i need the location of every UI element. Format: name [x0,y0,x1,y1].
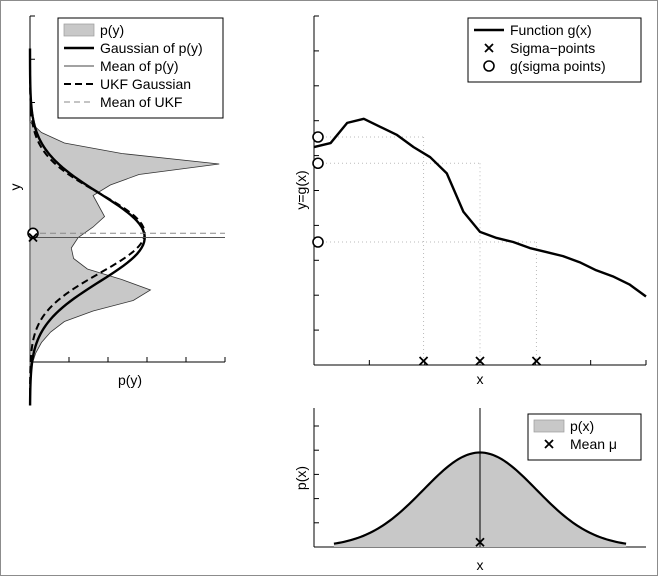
legend-label: Mean of UKF [100,94,182,110]
legend-swatch [63,23,95,37]
px-ylabel: p(x) [293,466,309,490]
legend-x-marker [544,439,554,449]
legend-x-marker [484,43,494,53]
gx-g-sigma-point [312,131,324,143]
legend-label: p(x) [570,418,594,434]
gx-sigma-point [475,356,485,366]
legend-label: UKF Gaussian [100,76,191,92]
gx-g-sigma-point [312,157,324,170]
gx-g-sigma-point [312,236,324,248]
legend-swatch [533,419,565,433]
px-legend: p(x) Mean μ [527,413,642,461]
py-mean-marker [28,232,38,243]
legend-label: p(y) [100,22,124,38]
legend-o-marker [483,60,495,72]
px-mean-marker [475,537,485,547]
gx-function-line [313,117,647,298]
chart-gx: Function g(x) Sigma−points g(sigma points)… [293,15,647,387]
gx-sigma-point [418,356,429,366]
py-gaussian-line [28,48,146,406]
legend-label: Mean μ [570,436,617,452]
legend-label: Function g(x) [510,22,592,38]
legend-label: g(sigma points) [510,58,606,74]
legend-label: Sigma−points [510,40,595,56]
chart-px: p(x) Mean μ x p(x) [293,408,646,573]
gx-ylabel: y=g(x) [293,170,309,209]
py-ukf-gaussian-line [29,58,146,396]
legend-box [467,17,642,83]
py-xlabel: p(y) [118,372,142,388]
py-legend: p(y) Gaussian of p(y) Mean of p(y) UKF Gaus… [57,17,224,119]
chart-py: p(y) Gaussian of p(y) Mean of p(y) UKF Gaus… [7,15,226,406]
px-xlabel: x [477,557,484,573]
gx-legend: Function g(x) Sigma−points g(sigma points) [467,17,642,83]
legend-label: Gaussian of p(y) [100,40,203,56]
legend-label: Mean of p(y) [100,58,179,74]
py-density-area [29,121,220,375]
gx-sigma-point [531,356,542,366]
gx-xlabel: x [477,371,484,387]
py-ylabel: y [7,184,23,191]
